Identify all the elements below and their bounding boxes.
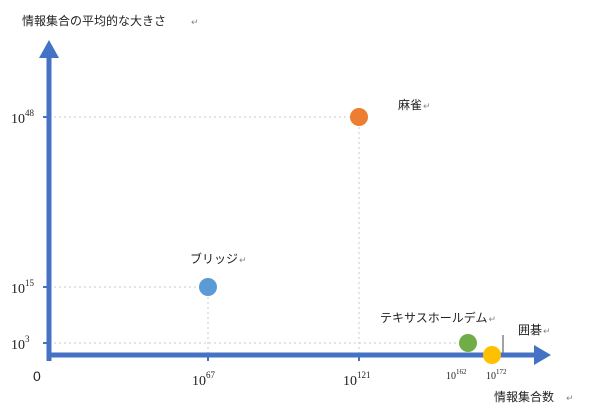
y-tick-label: 103 bbox=[11, 334, 30, 353]
y-axis-title: 情報集合の平均的な大きさ bbox=[22, 13, 166, 28]
x-axis-title-return-mark: ↵ bbox=[566, 394, 574, 404]
point-label: テキサスホールデム bbox=[380, 310, 488, 325]
point-label: ブリッジ bbox=[190, 251, 238, 266]
x-tick-label: 10172 bbox=[486, 368, 507, 382]
axes bbox=[39, 40, 551, 365]
point-label: 麻雀 bbox=[398, 97, 422, 112]
origin-label: 0 bbox=[33, 368, 41, 384]
x-tick-label: 1067 bbox=[192, 370, 216, 389]
return-mark: ↵ bbox=[543, 327, 551, 337]
y-tick-label: 1015 bbox=[11, 278, 35, 297]
x-axis-title: 情報集合数 bbox=[494, 389, 554, 404]
data-points bbox=[199, 108, 501, 364]
y-axis-title-return-mark: ↵ bbox=[191, 18, 199, 28]
y-tick-label: 1048 bbox=[11, 108, 35, 127]
return-mark: ↵ bbox=[423, 102, 431, 112]
tick-labels: 103 1015 1048 1067 10121 10162 10172 bbox=[11, 108, 507, 389]
x-axis-arrowhead bbox=[534, 345, 551, 365]
data-point bbox=[199, 278, 217, 296]
return-mark: ↵ bbox=[239, 256, 247, 266]
x-tick-label: 10121 bbox=[343, 370, 371, 389]
data-point bbox=[350, 108, 368, 126]
point-label: 囲碁 bbox=[518, 323, 542, 337]
data-point bbox=[459, 334, 477, 352]
x-tick-label: 10162 bbox=[446, 368, 467, 382]
point-labels: ブリッジ ↵麻雀 ↵テキサスホールデム ↵囲碁 ↵ bbox=[190, 97, 551, 337]
data-point bbox=[483, 346, 501, 364]
y-axis-arrowhead bbox=[39, 40, 59, 58]
return-mark: ↵ bbox=[489, 315, 497, 325]
